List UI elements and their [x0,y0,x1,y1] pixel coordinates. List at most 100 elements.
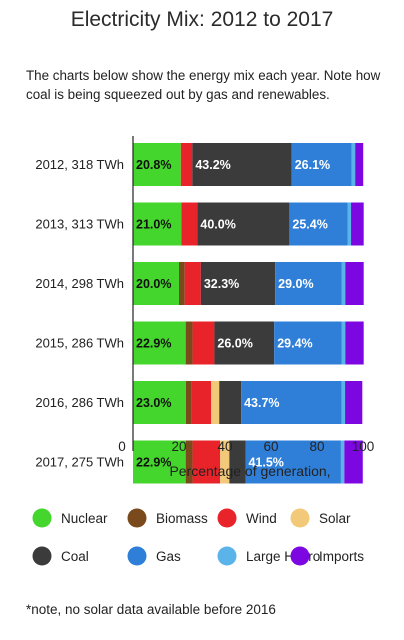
chart-title: Electricity Mix: 2012 to 2017 [70,8,334,31]
bar-segment-solar [211,381,220,424]
value-label-gas: 43.7% [244,396,279,410]
bar-segment-coal [229,440,246,484]
chart-subtitle: The charts below show the energy mix eac… [26,68,381,102]
bar-segment-solar [220,440,230,484]
legend-swatch [127,508,147,528]
bar-segment-imports [344,440,363,484]
bar-segment-large-hydro [347,202,352,246]
value-label-coal: 43.2% [195,158,230,172]
bar-segment-wind [181,202,198,246]
bar-segment-nuclear [133,321,186,365]
bar-segment-nuclear [133,381,186,424]
bar-row-2017-275-twh: 2017, 275 TWh 22.9% 41.5% [35,440,363,484]
bar-segment-imports [345,321,364,365]
bar-row-2015-286-twh: 2015, 286 TWh 22.9% 26.0% 29.4% [35,321,364,365]
value-label-coal: 26.0% [217,337,252,351]
bar-segment-coal [197,202,290,246]
bar-row-2016-286-twh: 2016, 286 TWh 23.0% 43.7% [35,381,363,424]
bar-segment-wind [192,321,215,365]
x-tick-label: 40 [217,439,232,454]
bar-segment-coal [219,381,242,424]
legend-swatch [290,546,310,566]
category-label: 2014, 298 TWh [35,276,124,291]
bar-segment-gas [245,440,341,484]
bar-segment-gas [241,381,342,424]
legend-swatch [127,546,147,566]
category-label: 2017, 275 TWh [35,455,124,470]
bar-segment-biomass [179,262,185,305]
bar-segment-wind [180,143,193,186]
value-label-gas: 26.1% [295,158,330,172]
value-label-gas: 25.4% [292,218,327,232]
bar-segment-gas [275,262,342,305]
bar-segment-imports [345,381,363,424]
value-label-nuclear: 23.0% [136,396,171,410]
legend-swatch [290,508,310,528]
legend-item-solar: Solar [290,508,351,528]
value-label-coal: 40.0% [200,218,235,232]
bar-segment-large-hydro [341,262,346,305]
bar-segment-wind [191,381,212,424]
category-label: 2012, 318 TWh [35,157,124,172]
legend-swatch [217,546,237,566]
legend-item-gas: Gas [127,546,181,566]
bar-segment-biomass [185,321,193,365]
bar-segment-large-hydro [340,440,345,484]
bar-segment-wind [192,440,221,484]
bar-segment-gas [289,202,348,246]
category-label: 2016, 286 TWh [35,395,124,410]
legend-item-coal: Coal [32,546,89,566]
category-label: 2013, 313 TWh [35,217,124,232]
bar-segment-imports [345,262,364,305]
bar-segment-large-hydro [351,143,356,186]
x-tick-label: 80 [309,439,324,454]
value-label-nuclear: 22.9% [136,337,171,351]
bar-segment-biomass [185,381,192,424]
legend-item-imports: Imports [290,546,364,566]
value-label-gas: 29.0% [278,277,313,291]
legend-item-nuclear: Nuclear [32,508,108,528]
x-tick-label: 100 [352,439,375,454]
legend-label: Solar [319,511,351,526]
bar-segment-imports [351,202,364,246]
stacked-bar-chart: 2012, 318 TWh 20.8% 43.2% 26.1% 2013, 313 TW… [32,136,374,566]
value-label-nuclear: 22.9% [136,456,171,470]
legend-swatch [32,546,52,566]
bar-segment-coal [214,321,275,365]
legend-label: Biomass [156,511,208,526]
legend-item-wind: Wind [217,508,277,528]
bar-segment-biomass [185,440,193,484]
x-tick-label: 20 [171,439,186,454]
bar-row-2014-298-twh: 2014, 298 TWh 20.0% 32.3% 29.0% [35,262,364,305]
legend-label: Gas [156,549,181,564]
x-tick-label: 60 [263,439,278,454]
bar-segment-nuclear [133,143,181,186]
x-axis: 0 20 40 60 80 100 Percentage of generation, [118,136,374,479]
bar-segment-gas [291,143,352,186]
legend-label: Wind [246,511,277,526]
value-label-nuclear: 20.0% [136,277,171,291]
value-label-gas: 29.4% [277,337,312,351]
bar-segment-wind [184,262,201,305]
category-label: 2015, 286 TWh [35,336,124,351]
x-tick-label: 0 [118,439,126,454]
legend-label: Coal [61,549,89,564]
legend-label: Imports [319,549,364,564]
bar-row-2013-313-twh: 2013, 313 TWh 21.0% 40.0% 25.4% [35,202,364,246]
legend-label: Nuclear [61,511,108,526]
legend-item-biomass: Biomass [127,508,208,528]
value-label-coal: 32.3% [204,277,239,291]
value-label-gas: 41.5% [248,456,283,470]
footnote: *note, no solar data available before 20… [26,602,276,617]
bars-layer: 2012, 318 TWh 20.8% 43.2% 26.1% 2013, 313 TW… [35,143,364,484]
x-axis-title: Percentage of generation, [169,463,330,479]
bar-segment-nuclear [133,262,179,305]
bar-segment-gas [274,321,342,365]
bar-segment-nuclear [133,440,186,484]
legend-swatch [32,508,52,528]
legend-swatch [217,508,237,528]
bar-row-2012-318-twh: 2012, 318 TWh 20.8% 43.2% 26.1% [35,143,364,186]
value-label-nuclear: 20.8% [136,158,171,172]
value-label-nuclear: 21.0% [136,218,171,232]
